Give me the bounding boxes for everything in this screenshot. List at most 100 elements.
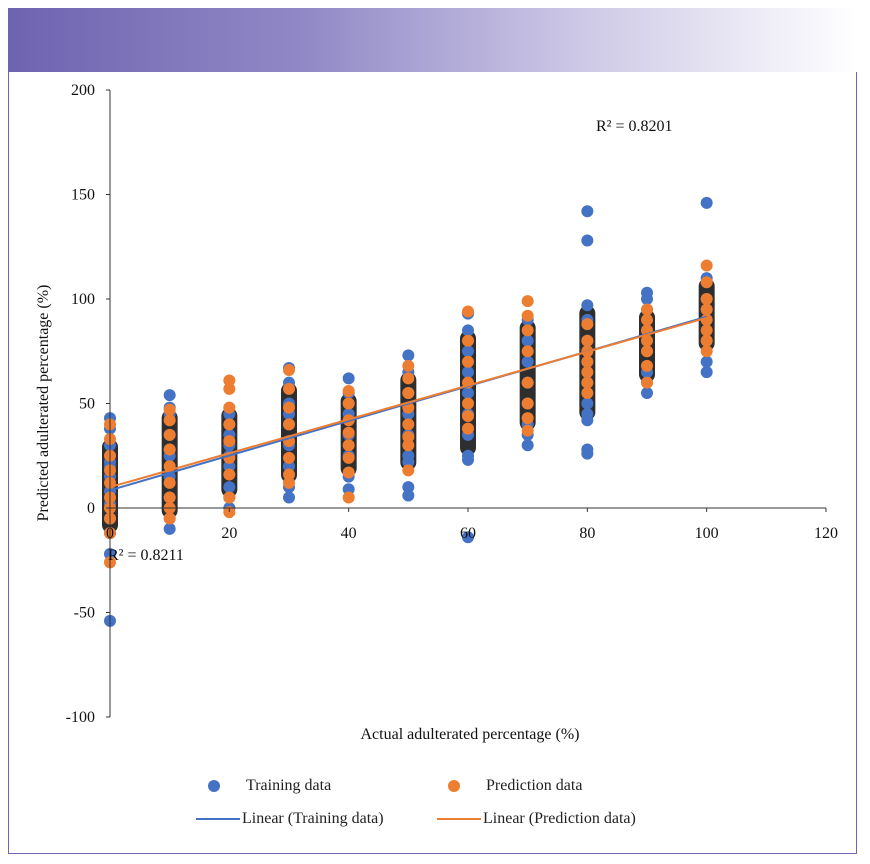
training-point xyxy=(402,456,415,469)
prediction-point xyxy=(223,468,236,481)
training-point xyxy=(521,355,534,368)
prediction-point xyxy=(462,305,474,318)
prediction-point xyxy=(342,466,355,479)
prediction-point xyxy=(462,422,474,435)
training-point xyxy=(581,299,594,312)
prediction-point xyxy=(521,397,534,410)
linear-prediction-line xyxy=(109,316,707,489)
prediction-point xyxy=(342,384,355,397)
prediction-point xyxy=(342,426,355,439)
prediction-point xyxy=(641,376,653,389)
prediction-point xyxy=(641,345,653,358)
training-point xyxy=(342,372,355,385)
training-point xyxy=(700,196,713,209)
prediction-point xyxy=(223,382,236,395)
prediction-point xyxy=(163,428,176,441)
prediction-point xyxy=(641,313,653,326)
training-point xyxy=(581,205,594,218)
training-point xyxy=(163,522,176,535)
prediction-point xyxy=(581,334,594,347)
training-point xyxy=(163,389,176,402)
prediction-point xyxy=(581,355,594,368)
prediction-point xyxy=(521,412,534,425)
prediction-point xyxy=(223,491,236,504)
prediction-point xyxy=(163,491,176,504)
training-point xyxy=(402,349,415,362)
prediction-point xyxy=(402,418,415,431)
x-axis-label: Actual adulterated percentage (%) xyxy=(361,726,580,743)
training-point xyxy=(342,483,355,496)
prediction-point xyxy=(641,303,653,316)
prediction-point xyxy=(163,512,176,525)
training-point xyxy=(283,460,295,473)
training-point xyxy=(462,387,474,400)
x-tick-label: 0 xyxy=(106,525,114,542)
prediction-point xyxy=(521,345,534,358)
x-tick-label: 20 xyxy=(221,525,237,542)
prediction-point xyxy=(223,506,236,519)
prediction-point xyxy=(462,410,474,423)
y-tick-label: 200 xyxy=(71,82,95,99)
y-tick-label: 0 xyxy=(87,500,95,517)
x-tick-label: 80 xyxy=(579,525,595,542)
training-point xyxy=(521,334,534,347)
prediction-point xyxy=(581,376,594,389)
training-point xyxy=(462,324,474,337)
prediction-point xyxy=(283,364,295,377)
training-point xyxy=(223,460,236,473)
prediction-point xyxy=(342,491,355,504)
training-point xyxy=(581,447,594,460)
prediction-point xyxy=(641,334,653,347)
prediction-point xyxy=(700,303,713,316)
prediction-point xyxy=(521,376,534,389)
prediction-point xyxy=(342,451,355,464)
training-point xyxy=(223,481,236,494)
prediction-point xyxy=(283,468,295,481)
training-point xyxy=(521,439,534,452)
prediction-point xyxy=(163,414,176,427)
prediction-point xyxy=(462,334,474,347)
prediction-point xyxy=(521,324,534,337)
x-tick-label: 100 xyxy=(695,525,719,542)
prediction-point xyxy=(700,259,713,272)
training-point xyxy=(581,414,594,427)
prediction-point xyxy=(163,443,176,456)
tick-labels: -100 -50 0 50 100 150 200 0 20 40 60 80 100 120 xyxy=(66,82,838,726)
r2-training-label: R² = 0.8211 xyxy=(108,547,184,564)
y-tick-label: -100 xyxy=(66,709,95,726)
prediction-point xyxy=(402,387,415,400)
figure-frame xyxy=(8,72,857,854)
training-point xyxy=(581,397,594,410)
r2-prediction-label: R² = 0.8201 xyxy=(596,118,673,135)
training-point xyxy=(641,293,653,305)
prediction-point xyxy=(521,295,534,308)
training-point xyxy=(641,387,653,400)
prediction-point xyxy=(521,309,534,322)
prediction-point xyxy=(402,372,415,385)
prediction-point xyxy=(223,435,236,448)
y-tick-label: -50 xyxy=(74,605,95,622)
prediction-point xyxy=(283,451,295,464)
x-tick-label: 120 xyxy=(814,525,838,542)
prediction-point xyxy=(223,418,236,431)
prediction-point xyxy=(402,359,415,372)
prediction-point xyxy=(402,464,415,477)
prediction-point xyxy=(581,387,594,400)
training-point xyxy=(581,234,594,247)
prediction-point xyxy=(581,366,594,379)
prediction-point xyxy=(700,334,713,347)
prediction-point xyxy=(402,439,415,452)
prediction-point xyxy=(283,418,295,431)
prediction-point xyxy=(163,403,176,416)
training-point xyxy=(700,366,713,379)
x-tick-label: 40 xyxy=(341,525,357,542)
prediction-point xyxy=(700,276,713,289)
training-point xyxy=(462,531,474,544)
y-axis-label: Predicted adulterated percentage (%) xyxy=(35,285,52,522)
trend-lines xyxy=(109,315,707,492)
y-tick-label: 100 xyxy=(71,291,95,308)
prediction-point xyxy=(223,401,236,414)
y-tick-label: 50 xyxy=(79,396,95,413)
prediction-point xyxy=(283,476,295,489)
